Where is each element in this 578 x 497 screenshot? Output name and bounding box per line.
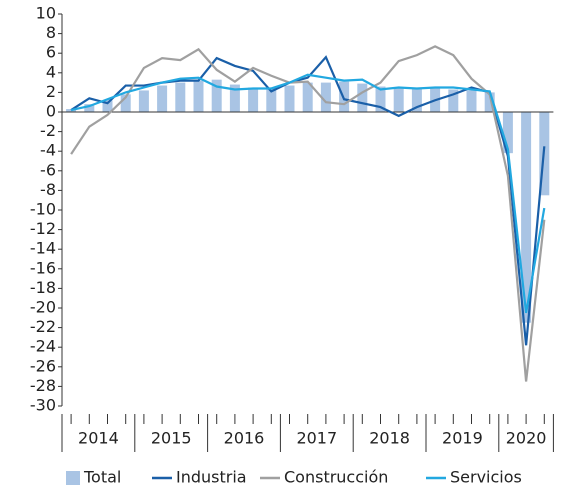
x-group-label: 2019 — [442, 429, 483, 448]
bar — [157, 85, 168, 112]
y-tick-label: 6 — [46, 43, 56, 62]
y-tick-label: -12 — [30, 219, 56, 238]
bar — [484, 92, 495, 112]
line-series — [70, 73, 546, 314]
bar — [248, 87, 259, 112]
y-tick-label: -14 — [30, 239, 56, 258]
x-group-label: 2015 — [151, 429, 192, 448]
line-series — [70, 45, 546, 382]
bar — [120, 94, 131, 112]
bar — [84, 104, 95, 112]
x-group-label: 2016 — [224, 429, 265, 448]
y-tick-label: -6 — [40, 160, 56, 179]
y-tick-label: 10 — [36, 4, 56, 23]
bar — [357, 83, 368, 112]
bar — [521, 112, 532, 323]
legend-label: Industria — [176, 468, 247, 487]
x-group-label: 2017 — [296, 429, 337, 448]
bar — [266, 88, 277, 112]
y-tick-label: -2 — [40, 121, 56, 140]
y-tick-label: -4 — [40, 141, 56, 160]
bar — [448, 89, 459, 112]
bar — [393, 88, 404, 112]
bar — [175, 82, 186, 112]
y-tick-label: 8 — [46, 23, 56, 42]
y-tick-label: -24 — [30, 337, 56, 356]
legend-label: Servicios — [450, 468, 522, 487]
y-tick-label: -10 — [30, 200, 56, 219]
y-tick-label: -28 — [30, 376, 56, 395]
y-tick-label: -20 — [30, 298, 56, 317]
y-tick-label: -22 — [30, 317, 56, 336]
bar — [320, 82, 331, 112]
y-tick-label: 4 — [46, 62, 56, 81]
bar — [466, 90, 477, 112]
bar — [229, 84, 240, 112]
y-tick-label: -18 — [30, 278, 56, 297]
bar — [193, 80, 204, 112]
bar — [102, 100, 113, 112]
y-tick-label: 2 — [46, 82, 56, 101]
y-tick-label: -8 — [40, 180, 56, 199]
bar — [284, 85, 295, 112]
legend-swatch — [66, 471, 80, 485]
legend-label: Construcción — [284, 468, 388, 487]
x-group-label: 2018 — [369, 429, 410, 448]
x-group-label: 2020 — [506, 429, 547, 448]
bar — [138, 90, 149, 112]
bar — [502, 112, 513, 154]
y-tick-label: -30 — [30, 396, 56, 415]
y-tick-label: 0 — [46, 102, 56, 121]
bar — [411, 88, 422, 112]
bar — [375, 86, 386, 112]
x-group-label: 2014 — [78, 429, 119, 448]
bar — [66, 109, 77, 112]
legend-label: Total — [83, 468, 121, 487]
bar — [211, 79, 222, 112]
y-tick-label: -16 — [30, 258, 56, 277]
y-tick-label: -26 — [30, 356, 56, 375]
bar — [302, 82, 313, 112]
